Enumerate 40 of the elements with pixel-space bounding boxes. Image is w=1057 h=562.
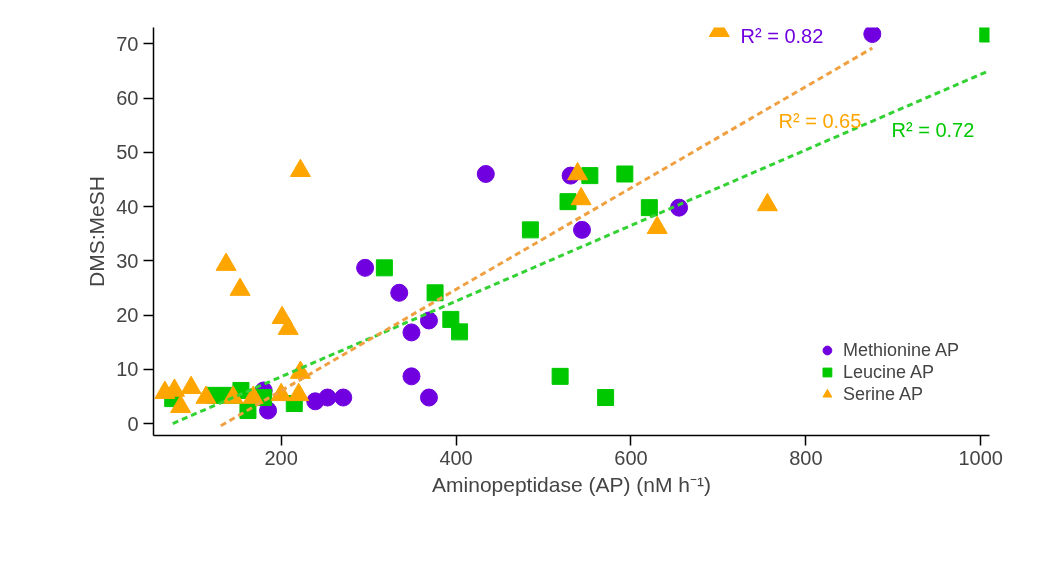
y-tick-label: 50: [116, 141, 139, 164]
y-tick-label: 10: [116, 358, 139, 381]
x-tick-label: 200: [264, 446, 298, 469]
annotation: R² = 0.72: [891, 118, 975, 141]
legend-label: Methionine AP: [842, 339, 959, 361]
point: [402, 323, 421, 342]
x-tick-label: 400: [439, 446, 473, 469]
point: [551, 367, 569, 385]
point: [863, 27, 882, 43]
y-tick-label: 60: [116, 87, 139, 110]
y-tick-label: 40: [116, 195, 139, 218]
y-tick-label: 70: [116, 32, 139, 55]
point: [419, 311, 438, 330]
point: [476, 165, 495, 183]
y-tick-label: 30: [116, 249, 139, 272]
x-axis-title: Aminopeptidase (AP) (nM h⁻¹): [432, 472, 711, 496]
point: [640, 199, 658, 217]
point: [451, 323, 469, 341]
point: [356, 258, 375, 277]
y-tick-label: 20: [116, 304, 139, 327]
legend-label: Leucine AP: [842, 361, 934, 383]
point: [390, 283, 409, 302]
x-tick-label: 600: [614, 446, 648, 469]
x-tick-label: 800: [789, 446, 823, 469]
point: [597, 389, 615, 407]
annotation: R² = 0.65: [778, 109, 862, 132]
y-tick-label: 0: [127, 412, 139, 435]
point: [306, 392, 325, 411]
point: [616, 165, 634, 183]
point: [521, 221, 539, 239]
y-axis-title: DMS:MeSH: [85, 176, 109, 287]
point: [426, 284, 444, 302]
annotation: R² = 0.82: [740, 24, 824, 47]
legend-label: Serine AP: [842, 383, 923, 405]
point: [334, 388, 353, 407]
point: [375, 259, 393, 277]
point: [572, 220, 591, 239]
point: [419, 388, 438, 407]
point: [402, 367, 421, 386]
x-tick-label: 1000: [958, 446, 1004, 469]
